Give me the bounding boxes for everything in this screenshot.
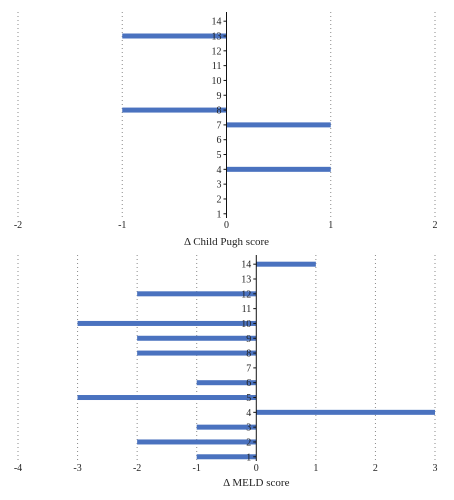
child-pugh-category-label: 3 <box>217 180 222 191</box>
child-pugh-category-label: 2 <box>217 194 222 205</box>
meld-bar <box>77 395 257 401</box>
meld-bar <box>256 261 316 267</box>
meld-bar <box>137 335 257 341</box>
meld-x-tick-label: 3 <box>433 463 438 474</box>
meld-x-tick-label: -1 <box>193 463 201 474</box>
child-pugh-category-label: 7 <box>217 120 222 131</box>
meld-category-label: 7 <box>246 363 251 374</box>
child-pugh-category-label: 6 <box>217 135 222 146</box>
child-pugh-category-label: 11 <box>212 61 222 72</box>
meld-bar <box>137 439 257 445</box>
child-pugh-category-label: 4 <box>217 165 222 176</box>
meld-bar <box>137 350 257 356</box>
meld-category-label: 5 <box>246 393 251 404</box>
meld-bar <box>77 320 257 326</box>
meld-category-label: 6 <box>246 378 251 389</box>
meld-x-tick-label: 1 <box>313 463 318 474</box>
child-pugh-bar <box>122 107 227 113</box>
meld-category-label: 1 <box>246 452 251 463</box>
meld-x-tick-label: 0 <box>254 463 259 474</box>
child-pugh-category-label: 14 <box>212 17 222 28</box>
meld-category-label: 12 <box>241 289 251 300</box>
meld-bar <box>196 454 257 460</box>
child-pugh-x-axis-title: Δ Child Pugh score <box>184 236 269 248</box>
meld-bar <box>137 291 257 297</box>
meld-category-label: 9 <box>246 334 251 345</box>
meld-bar <box>196 424 257 430</box>
child-pugh-x-tick-label: 1 <box>328 220 333 231</box>
meld-category-label: 2 <box>246 437 251 448</box>
meld-category-label: 8 <box>246 349 251 360</box>
child-pugh-category-label: 10 <box>212 76 222 87</box>
meld-bar <box>196 380 257 386</box>
meld-category-label: 11 <box>242 304 252 315</box>
meld-category-label: 3 <box>246 423 251 434</box>
meld-x-tick-label: 2 <box>373 463 378 474</box>
meld-category-label: 13 <box>241 275 251 286</box>
child-pugh-category-label: 12 <box>212 46 222 57</box>
child-pugh-category-label: 9 <box>217 91 222 102</box>
meld-x-tick-label: -3 <box>73 463 81 474</box>
child-pugh-x-tick-label: 2 <box>433 220 438 231</box>
child-pugh-category-label: 8 <box>217 106 222 117</box>
child-pugh-bar <box>122 33 227 39</box>
child-pugh-x-tick-label: 0 <box>224 220 229 231</box>
child-pugh-bar <box>226 166 331 172</box>
meld-category-label: 10 <box>241 319 251 330</box>
child-pugh-category-label: 13 <box>212 32 222 43</box>
meld-category-label: 4 <box>246 408 251 419</box>
meld-bar <box>256 409 435 415</box>
child-pugh-category-label: 1 <box>217 209 222 220</box>
meld-category-label: 14 <box>241 260 251 271</box>
child-pugh-x-tick-label: -1 <box>118 220 126 231</box>
child-pugh-x-tick-label: -2 <box>14 220 22 231</box>
child-pugh-bar <box>226 122 331 128</box>
meld-x-tick-label: -2 <box>133 463 141 474</box>
meld-x-tick-label: -4 <box>14 463 22 474</box>
meld-x-axis-title: Δ MELD score <box>223 477 289 489</box>
child-pugh-category-label: 5 <box>217 150 222 161</box>
